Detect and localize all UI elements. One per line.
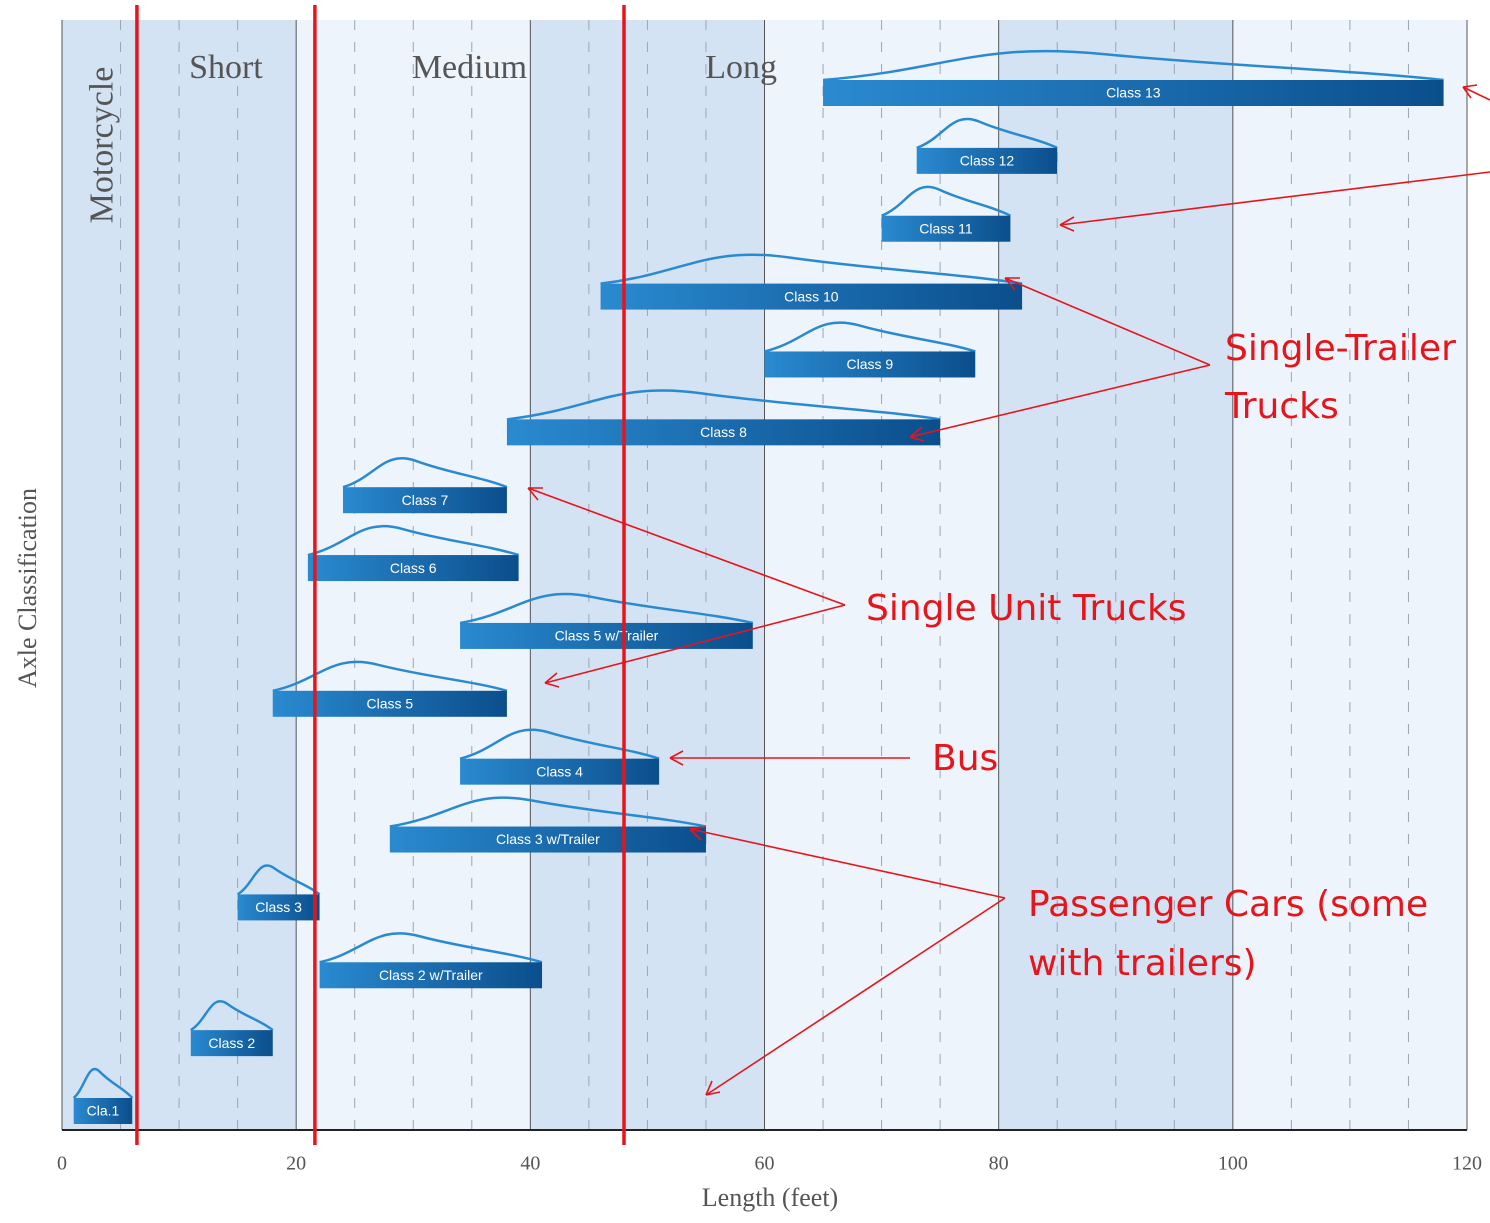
annotation: with trailers) (1028, 943, 1257, 984)
x-axis-label: Length (feet) (702, 1183, 838, 1212)
distribution-curve (190, 1000, 274, 1032)
distribution-curve (916, 117, 1058, 150)
distribution-curve (600, 253, 1023, 285)
annotation: Single Unit Trucks (866, 588, 1187, 629)
distribution-curve (459, 728, 660, 760)
bar-label: Class 5 (366, 696, 413, 712)
annotation: Single-Trailer (1225, 328, 1456, 369)
range-bar (764, 351, 976, 378)
bar-label: Cla.1 (87, 1103, 120, 1119)
y-axis-label: Axle Classification (13, 488, 42, 688)
arrow (527, 487, 846, 606)
bar-label: Class 7 (402, 492, 449, 508)
arrow (909, 364, 1211, 442)
range-bar (272, 690, 507, 717)
distribution-curve (72, 1068, 134, 1099)
group-label: Medium (412, 49, 527, 86)
arrow (705, 897, 1006, 1096)
range-bar (319, 962, 543, 989)
bar-label: Class 8 (700, 424, 747, 440)
distribution-curve (459, 592, 754, 625)
range-bar (506, 419, 941, 446)
range-bar (916, 147, 1058, 174)
arrow (1462, 84, 1490, 101)
x-tick-label: 100 (1218, 1153, 1248, 1175)
x-tick-label: 60 (755, 1153, 775, 1175)
group-label: Motorcycle (83, 67, 120, 224)
arrow (1059, 171, 1490, 232)
distribution-curve (236, 864, 321, 896)
arrow (544, 604, 846, 688)
bar-label: Class 12 (960, 153, 1015, 169)
bar-label: Class 2 (208, 1035, 255, 1051)
range-bar (460, 758, 660, 785)
arrow (1004, 277, 1211, 366)
range-bar (460, 622, 753, 649)
distribution-curve (506, 389, 941, 421)
bar-label: Class 3 (255, 899, 302, 915)
annotation: Passenger Cars (some (1028, 884, 1428, 925)
range-bar (237, 894, 320, 921)
x-tick-label: 0 (57, 1153, 67, 1175)
range-bar (190, 1030, 273, 1057)
range-bar (823, 80, 1444, 106)
x-tick-label: 40 (520, 1153, 540, 1175)
bar-label: Class 2 w/Trailer (379, 967, 483, 983)
distribution-curve (342, 457, 508, 489)
range-bar (600, 283, 1023, 310)
x-tick-label: 120 (1452, 1153, 1482, 1175)
annotation: Trucks (1224, 386, 1339, 427)
bar-label: Class 6 (390, 560, 437, 576)
bar-label: Class 10 (784, 288, 839, 304)
distribution-curve (389, 796, 707, 828)
x-tick-label: 20 (286, 1153, 306, 1175)
distribution-curve (272, 660, 508, 693)
bar-label: Class 9 (847, 356, 894, 372)
distribution-curve (764, 321, 976, 353)
group-label: Long (705, 49, 777, 86)
bar-label: Class 5 w/Trailer (555, 628, 659, 644)
distribution-curve (881, 185, 1011, 217)
range-bar (307, 555, 519, 582)
range-bar (343, 487, 507, 514)
distribution-curve (319, 932, 543, 964)
bar-label: Class 11 (919, 220, 973, 236)
arrows (527, 84, 1490, 1096)
x-tick-label: 80 (989, 1153, 1009, 1175)
bar-label: Class 3 w/Trailer (496, 831, 600, 847)
bar-label: Class 4 (536, 763, 583, 779)
range-bar (73, 1098, 133, 1124)
distribution-curve (822, 49, 1444, 82)
range-bar (389, 826, 706, 853)
bar-label: Class 13 (1106, 85, 1161, 101)
distribution-curve (307, 524, 520, 557)
group-label: Short (189, 49, 263, 86)
arrow (669, 750, 910, 766)
range-bar (881, 215, 1011, 242)
arrow (689, 826, 1006, 899)
annotation: Bus (932, 738, 998, 779)
